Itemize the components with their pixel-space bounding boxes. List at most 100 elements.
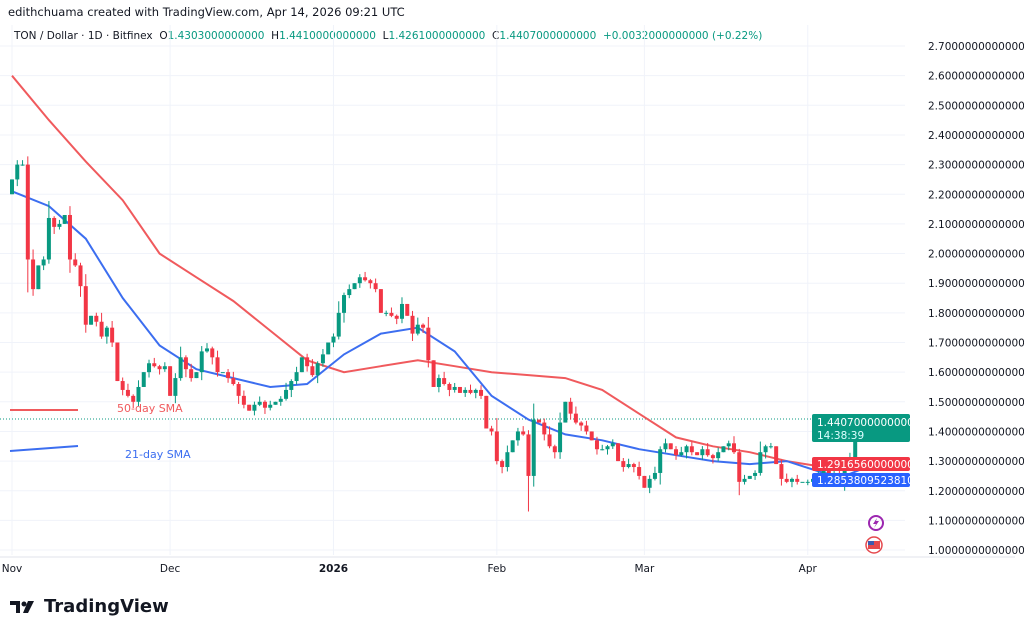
close-value: 1.4407000000000 xyxy=(499,30,597,42)
candle-body xyxy=(473,389,478,393)
candle-body xyxy=(236,384,241,396)
candle-body xyxy=(368,280,373,284)
candle xyxy=(15,160,20,187)
candle xyxy=(779,459,784,486)
candle-body xyxy=(378,289,383,313)
tradingview-logo[interactable]: TradingView xyxy=(10,596,169,617)
candle xyxy=(357,274,362,288)
candle xyxy=(547,426,552,449)
candle-body xyxy=(210,348,215,358)
candle xyxy=(805,479,810,486)
candle xyxy=(315,361,320,384)
candle-body xyxy=(463,389,468,393)
candle xyxy=(726,440,731,451)
candle xyxy=(710,453,715,464)
candle-body xyxy=(226,372,231,379)
candle xyxy=(110,321,115,347)
y-tick-label: 1.3000000000000 xyxy=(928,456,1024,468)
time-axis[interactable]: Nov Dec 2026 Feb Mar Apr xyxy=(0,556,1015,575)
low-value: 1.4261000000000 xyxy=(388,30,486,42)
candle xyxy=(431,360,436,387)
candle xyxy=(299,357,304,373)
candle xyxy=(800,481,805,483)
candle xyxy=(479,385,484,399)
candle-body xyxy=(284,389,289,399)
candle-body xyxy=(189,369,194,379)
y-tick-label: 1.0000000000000 xyxy=(928,545,1024,557)
symbol-name[interactable]: TON / Dollar · 1D · Bitfinex xyxy=(14,30,153,42)
candle-body xyxy=(547,434,552,447)
candle xyxy=(99,312,104,339)
candle-body xyxy=(758,452,763,473)
y-tick-label: 1.1000000000000 xyxy=(928,515,1024,527)
candle-body xyxy=(46,217,51,260)
candle xyxy=(326,342,331,355)
us-flag-icon[interactable] xyxy=(865,536,883,554)
candle-body xyxy=(83,286,88,325)
candle-body xyxy=(342,295,347,313)
candle xyxy=(552,444,557,459)
candle-body xyxy=(336,312,341,337)
candle xyxy=(442,371,447,386)
price-axis[interactable]: 2.7000000000000 2.6000000000000 2.50000000… xyxy=(928,41,1024,557)
candle-body xyxy=(294,372,299,382)
candle-body xyxy=(684,446,689,453)
candle-body xyxy=(31,259,36,290)
candle-body xyxy=(637,467,642,476)
candle-body xyxy=(331,336,336,343)
y-tick-label: 2.2000000000000 xyxy=(928,189,1024,201)
sma21-price-tag: 1.2853809523810 xyxy=(812,473,914,487)
candle-body xyxy=(394,315,399,319)
candle-body xyxy=(726,443,731,447)
candle xyxy=(278,396,283,406)
candle xyxy=(563,401,568,423)
lightning-icon[interactable] xyxy=(868,515,884,531)
x-tick-label: Apr xyxy=(799,563,818,575)
candle xyxy=(331,333,336,348)
candle-body xyxy=(125,389,130,396)
candle-body xyxy=(305,357,310,367)
moving-averages xyxy=(11,75,872,477)
candle xyxy=(141,372,146,387)
candle-body xyxy=(737,452,742,482)
candle xyxy=(589,431,594,441)
candle xyxy=(521,426,526,436)
candle-body xyxy=(168,366,173,396)
price-chart[interactable]: 2.7000000000000 2.6000000000000 2.50000000… xyxy=(0,0,1024,590)
candle xyxy=(183,355,188,378)
sma50-label: 50-day SMA xyxy=(117,402,183,415)
candle xyxy=(579,421,584,431)
candle-body xyxy=(521,431,526,435)
candle xyxy=(674,446,679,460)
candle xyxy=(668,443,673,450)
candle xyxy=(784,473,789,484)
candle-body xyxy=(594,440,599,450)
candle-body xyxy=(78,265,83,287)
candle-body xyxy=(399,303,404,319)
candle-body xyxy=(173,378,178,396)
candle-body xyxy=(36,265,41,290)
candle-body xyxy=(357,277,362,284)
candle-body xyxy=(705,449,710,456)
candle-body xyxy=(716,452,721,459)
candle xyxy=(663,438,668,453)
candle xyxy=(347,284,352,299)
candle xyxy=(252,401,257,416)
sma50-value: 1.2916560000000 xyxy=(817,459,914,471)
candle xyxy=(67,206,72,273)
candle-body xyxy=(731,443,736,453)
change-value: +0.0032000000000 (+0.22%) xyxy=(602,30,763,42)
candle-body xyxy=(789,478,794,482)
candle-body xyxy=(500,461,505,468)
candle-body xyxy=(531,419,536,476)
candle xyxy=(83,274,88,333)
candle xyxy=(10,179,14,195)
candle-body xyxy=(67,215,72,260)
candle-body xyxy=(89,315,94,325)
candle-body xyxy=(104,327,109,337)
candle xyxy=(220,372,225,374)
candle-body xyxy=(510,440,515,453)
candle-body xyxy=(57,223,62,227)
candle-body xyxy=(162,366,167,370)
candle-body xyxy=(605,446,610,450)
